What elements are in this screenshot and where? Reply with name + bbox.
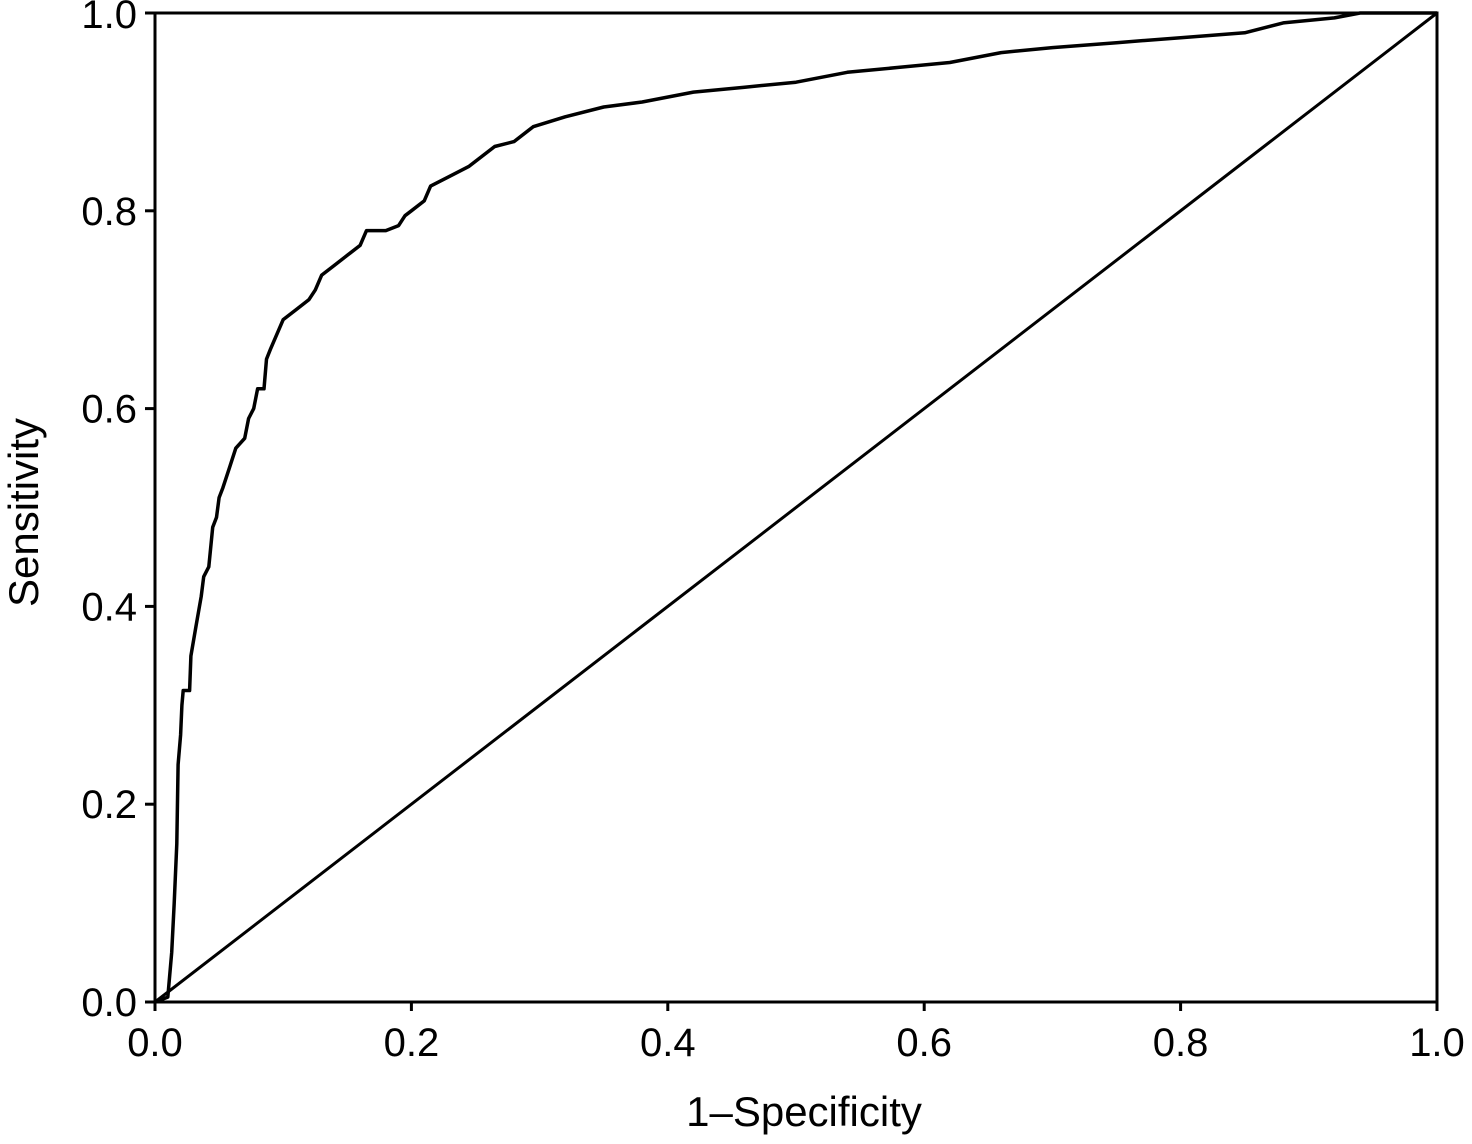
y-tick-label: 0.6 bbox=[81, 388, 137, 432]
x-tick-label: 0.8 bbox=[1153, 1021, 1209, 1065]
y-axis-ticks: 0.0 0.2 0.4 0.6 0.8 1.0 bbox=[81, 0, 155, 1025]
x-axis-title: 1–Specificity bbox=[686, 1088, 922, 1135]
x-axis-ticks: 0.0 0.2 0.4 0.6 0.8 1.0 bbox=[127, 1002, 1465, 1065]
x-tick-label: 0.2 bbox=[384, 1021, 440, 1065]
roc-curve-line bbox=[154, 11, 1437, 1004]
y-axis-title: Sensitivity bbox=[0, 418, 47, 607]
x-tick-label: 0.0 bbox=[127, 1021, 183, 1065]
x-tick-label: 0.4 bbox=[640, 1021, 696, 1065]
y-tick-label: 0.8 bbox=[81, 190, 137, 234]
y-tick-label: 0.4 bbox=[81, 585, 137, 629]
x-tick-label: 0.6 bbox=[896, 1021, 952, 1065]
x-tick-label: 1.0 bbox=[1409, 1021, 1465, 1065]
plot-frame bbox=[153, 11, 1439, 1004]
reference-diagonal-line bbox=[154, 11, 1438, 1004]
y-tick-label: 0.2 bbox=[81, 783, 137, 827]
plot-lines bbox=[154, 11, 1438, 1004]
y-tick-label: 1.0 bbox=[81, 0, 137, 37]
y-tick-label: 0.0 bbox=[81, 981, 137, 1025]
